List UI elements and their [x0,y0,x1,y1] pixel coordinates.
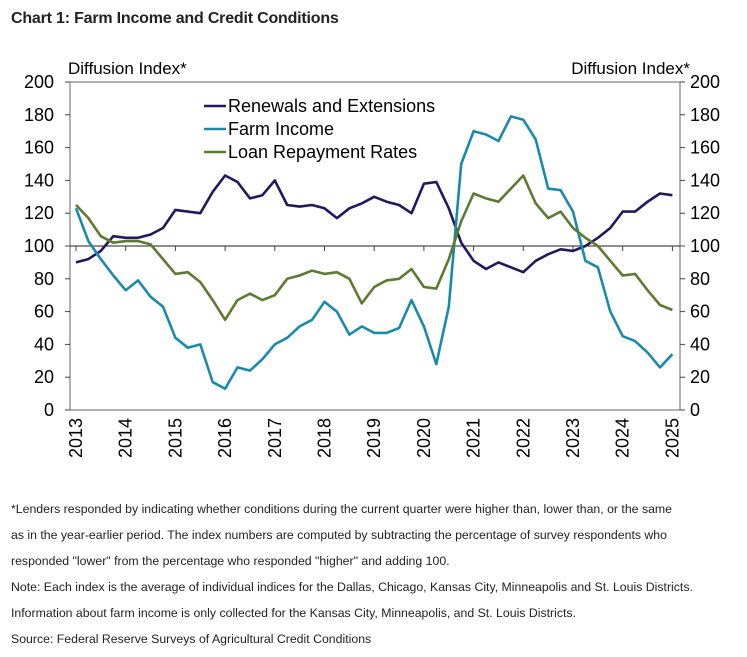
x-tick-label: 2016 [215,418,235,458]
left-tick-label: 200 [24,72,54,92]
series-line-farm-income [74,115,674,391]
chart: Diffusion Index* Diffusion Index* 0 020 20… [24,59,720,458]
left-tick-label: 40 [34,334,54,354]
right-tick-label: 40 [690,334,710,354]
right-tick-label: 180 [690,105,720,125]
x-tick-label: 2024 [613,418,633,458]
x-tick-label: 2014 [116,418,136,458]
left-tick-label: 60 [34,302,54,322]
legend-label: Renewals and Extensions [228,96,435,116]
source-line: Source: Federal Reserve Surveys of Agric… [11,632,372,646]
legend-label: Farm Income [228,119,334,139]
right-tick-label: 200 [690,72,720,92]
x-tick-label: 2023 [563,418,583,458]
left-tick-label: 180 [24,105,54,125]
right-tick-label: 100 [690,236,720,256]
notes: *Lenders responded by indicating whether… [11,496,741,652]
note-line: Information about farm income is only co… [11,606,577,620]
x-tick-label: 2025 [662,418,682,458]
right-tick-label: 120 [690,203,720,223]
right-tick-label: 80 [690,269,710,289]
x-tick-label: 2022 [513,418,533,458]
x-tick-label: 2017 [265,418,285,458]
legend-label: Loan Repayment Rates [228,142,417,162]
left-tick-label: 140 [24,170,54,190]
right-tick-label: 140 [690,170,720,190]
series-line-renewals-and-extensions [75,174,673,274]
note-line: as in the year-earlier period. The index… [11,528,667,542]
note-line: responded "lower" from the percentage wh… [11,554,450,568]
left-tick-label: 80 [34,269,54,289]
x-tick-label: 2020 [414,418,434,458]
x-tick-label: 2019 [364,418,384,458]
left-tick-label: 0 [44,400,54,420]
note-line: *Lenders responded by indicating whether… [11,502,673,516]
right-axis-label: Diffusion Index* [571,59,690,78]
right-tick-label: 160 [690,138,720,158]
right-tick-label: 60 [690,302,710,322]
left-axis-label: Diffusion Index* [68,59,187,78]
x-tick-label: 2018 [315,418,335,458]
series-line-loan-repayment-rates [75,174,673,322]
x-tick-label: 2015 [165,418,185,458]
note-line: Note: Each index is the average of indiv… [11,580,693,594]
left-tick-label: 20 [34,367,54,387]
left-tick-label: 160 [24,138,54,158]
left-tick-label: 120 [24,203,54,223]
x-tick-label: 2013 [66,418,86,458]
left-tick-label: 100 [24,236,54,256]
chart-title: Chart 1: Farm Income and Credit Conditio… [11,10,339,27]
right-tick-label: 0 [690,400,700,420]
right-tick-label: 20 [690,367,710,387]
x-tick-label: 2021 [464,418,484,458]
